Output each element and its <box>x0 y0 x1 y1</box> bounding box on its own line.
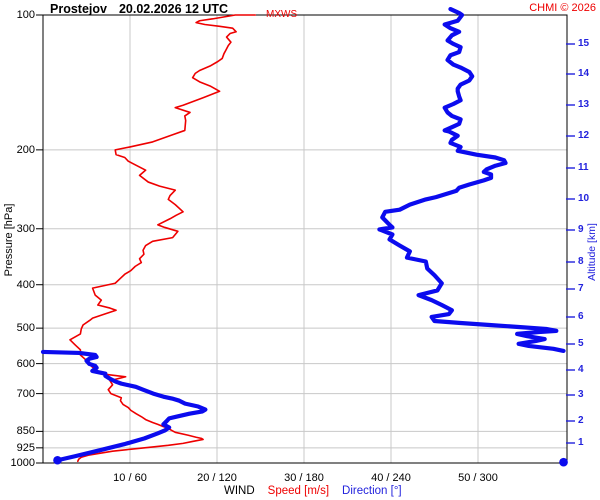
legend: WIND Speed [m/s] Direction [°] <box>224 485 402 497</box>
max-wind-speed-label: MXWS <box>266 9 298 20</box>
pressure-tick-label: 400 <box>16 278 35 291</box>
pressure-axis-title: Pressure [hPa] <box>3 203 15 277</box>
pressure-tick-label: 925 <box>16 441 35 454</box>
altitude-tick-label: 7 <box>578 283 584 294</box>
plot-border <box>42 14 568 464</box>
altitude-tick-label: 14 <box>578 68 590 79</box>
surface-wind-marker <box>53 455 62 465</box>
pressure-tick-label: 300 <box>16 222 35 235</box>
chart-title: Prostejov 20.02.2026 12 UTC <box>50 2 228 16</box>
sounding-datetime: 20.02.2026 12 UTC <box>118 2 229 16</box>
altitude-tick-label: 8 <box>578 256 584 267</box>
speed-legend: Speed [m/s] <box>267 485 330 497</box>
altitude-tick-label: 9 <box>578 224 584 235</box>
direction-curve <box>40 349 208 463</box>
pressure-tick-label: 500 <box>16 322 35 335</box>
altitude-tick-label: 13 <box>578 99 590 110</box>
wind-tick-label: 20 / 120 <box>197 472 237 484</box>
altitude-axis-title: Altitude [km] <box>586 223 598 281</box>
wind-tick-label: 40 / 240 <box>371 472 411 484</box>
pressure-tick-label: 100 <box>16 9 35 21</box>
wind-tick-label: 30 / 180 <box>284 472 324 484</box>
station-name: Prostejov <box>50 2 107 16</box>
surface-wind-marker <box>559 457 568 467</box>
altitude-tick-label: 4 <box>578 364 584 375</box>
wind-tick-label: 10 / 60 <box>113 472 147 484</box>
altitude-tick-label: 2 <box>578 415 584 426</box>
direction-legend: Direction [°] <box>342 485 402 497</box>
altitude-tick-label: 1 <box>578 437 584 448</box>
altitude-tick-label: 12 <box>578 130 590 141</box>
copyright-label: CHMI © 2026 <box>529 2 596 14</box>
altitude-tick-label: 11 <box>578 162 589 173</box>
pressure-tick-label: 600 <box>16 357 35 370</box>
direction-curve <box>377 6 566 353</box>
speed-curve <box>69 14 257 463</box>
altitude-tick-label: 5 <box>578 338 584 349</box>
altitude-tick-label: 15 <box>578 38 590 49</box>
wind-tick-label: 50 / 300 <box>458 472 498 484</box>
pressure-tick-label: 850 <box>16 425 35 438</box>
altitude-tick-label: 3 <box>578 389 584 400</box>
altitude-tick-label: 6 <box>578 311 584 322</box>
pressure-tick-label: 700 <box>16 387 35 400</box>
wind-legend-title: WIND <box>224 485 255 497</box>
pressure-tick-label: 1000 <box>10 457 35 469</box>
altitude-tick-label: 10 <box>578 193 590 204</box>
pressure-tick-label: 200 <box>16 143 35 156</box>
